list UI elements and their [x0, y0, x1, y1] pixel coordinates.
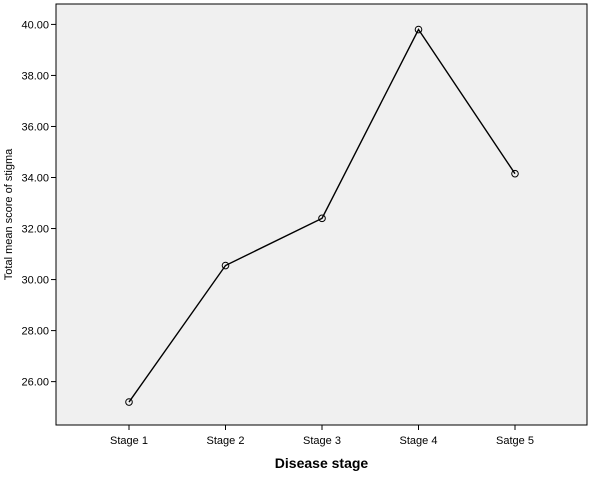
series-layer: [125, 25, 519, 406]
y-tick-label: 32.00: [21, 224, 49, 236]
data-point: [221, 261, 230, 270]
y-tick-label: 26.00: [21, 377, 49, 389]
y-tick-label: 30.00: [21, 275, 49, 287]
data-point: [125, 398, 133, 406]
x-tick-label: Stage 2: [207, 435, 245, 447]
x-axis: Stage 1 Stage 2 Stage 3 Stage 4 Satge 5: [110, 425, 534, 447]
data-point: [511, 169, 519, 178]
data-point: [414, 25, 423, 34]
data-point: [318, 214, 326, 223]
x-tick-label: Stage 1: [110, 435, 148, 447]
plot-area: [55, 3, 588, 426]
x-tick-label: Stage 4: [400, 435, 438, 447]
y-tick-label: 38.00: [21, 70, 49, 82]
x-tick-label: Stage 3: [303, 435, 341, 447]
y-tick-label: 36.00: [21, 121, 49, 133]
y-tick-label: 34.00: [21, 173, 49, 185]
x-tick-label: Satge 5: [496, 435, 534, 447]
y-tick-label: 40.00: [21, 19, 49, 31]
x-axis-title: Disease stage: [275, 455, 369, 471]
y-axis-title: Total mean score of stigma: [3, 148, 15, 280]
y-tick-label: 28.00: [21, 326, 49, 338]
series-line: [128, 28, 516, 403]
y-axis: 26.00 28.00 30.00 32.00 34.00 36.00 38.00 40.00: [21, 19, 56, 389]
